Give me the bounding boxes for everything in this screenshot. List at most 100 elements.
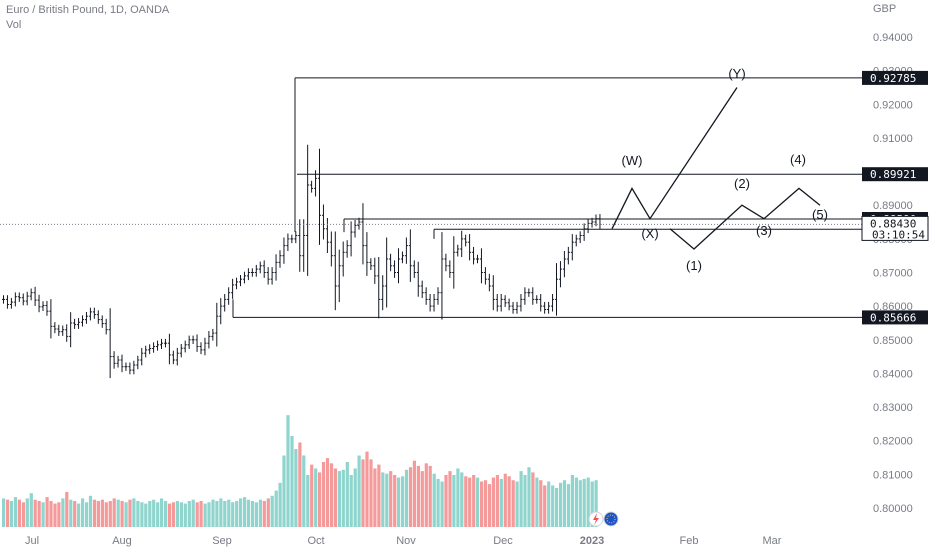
volume-bar bbox=[203, 503, 207, 527]
volume-bar bbox=[314, 468, 318, 527]
volume-bar bbox=[13, 497, 18, 527]
y-tick-label: 0.80000 bbox=[873, 503, 913, 515]
volume-bar bbox=[199, 501, 203, 527]
volume-bar bbox=[120, 501, 124, 527]
current-price-label: 0.88430 bbox=[870, 217, 916, 230]
volume-bar bbox=[282, 455, 286, 527]
volume-bar bbox=[235, 501, 239, 527]
volume-bar bbox=[476, 477, 480, 527]
volume-bar bbox=[187, 501, 191, 527]
volume-bar bbox=[108, 501, 112, 527]
price-bars bbox=[2, 144, 602, 379]
price-tag bbox=[862, 310, 928, 325]
price-tag-label: 0.85666 bbox=[870, 311, 916, 324]
volume-bar bbox=[33, 499, 37, 527]
y-tick-label: 0.84000 bbox=[873, 368, 913, 380]
volume-bar bbox=[88, 495, 93, 527]
volume-bar bbox=[278, 482, 282, 527]
wave-label: (X) bbox=[641, 226, 658, 241]
volume-bar bbox=[460, 472, 464, 527]
volume-bar bbox=[345, 462, 349, 527]
volume-bar bbox=[152, 499, 156, 527]
volume-bar bbox=[254, 502, 258, 527]
volume-bar bbox=[401, 476, 405, 527]
x-tick-label: Feb bbox=[680, 535, 699, 547]
volume-bar bbox=[250, 501, 255, 527]
volume-bar bbox=[329, 463, 334, 527]
volume-bar bbox=[262, 501, 266, 527]
volume-bar bbox=[112, 498, 116, 527]
volume-bar bbox=[408, 467, 413, 527]
volume-bar bbox=[448, 471, 452, 527]
wave-label: (Y) bbox=[728, 66, 745, 81]
x-tick-label: Jul bbox=[25, 535, 39, 547]
volume-bar bbox=[258, 499, 262, 527]
volume-bar bbox=[397, 477, 401, 527]
y-tick-label: 0.87000 bbox=[873, 268, 913, 280]
volume-bar bbox=[547, 481, 551, 527]
drawings: (W) (X) (Y) (1) (2) (3) (4) (5) bbox=[0, 66, 862, 318]
volume-bar bbox=[570, 475, 574, 527]
volume-bar bbox=[136, 501, 140, 527]
volume-bar bbox=[531, 472, 535, 527]
volume-bar bbox=[215, 501, 219, 527]
volume-bar bbox=[582, 478, 586, 527]
volume-bar bbox=[377, 464, 381, 527]
volume-bar bbox=[92, 499, 97, 527]
volume-bar bbox=[318, 472, 322, 527]
volume-bar bbox=[369, 459, 373, 527]
volume-bar bbox=[523, 475, 527, 527]
volume-bar bbox=[294, 449, 298, 527]
volume-bar bbox=[365, 451, 369, 527]
volume-bar bbox=[243, 497, 247, 527]
volume-bar bbox=[81, 498, 85, 527]
volume-bar bbox=[6, 499, 10, 527]
volume-bar bbox=[45, 497, 49, 527]
volume-bar bbox=[274, 490, 278, 527]
volume-bar bbox=[472, 475, 476, 527]
volume-bar bbox=[21, 502, 25, 527]
volume-bar bbox=[65, 491, 69, 527]
x-tick-label: Dec bbox=[493, 535, 513, 547]
volume-bar bbox=[191, 499, 195, 527]
wave-label: (4) bbox=[790, 152, 806, 167]
symbol-title: Euro / British Pound, 1D, OANDA bbox=[6, 4, 170, 16]
volume-bar bbox=[559, 482, 563, 527]
volume-bar bbox=[9, 501, 14, 527]
volume-bar bbox=[562, 480, 567, 527]
volume-bar bbox=[420, 471, 424, 527]
volume-bar bbox=[53, 503, 57, 527]
volume-bar bbox=[231, 502, 235, 527]
y-tick-label: 0.81000 bbox=[873, 469, 913, 481]
volume-bar bbox=[483, 480, 488, 527]
volume-bar bbox=[25, 498, 29, 527]
volume-bar bbox=[246, 499, 251, 527]
x-tick-label: Mar bbox=[763, 535, 782, 547]
volume-bar bbox=[148, 501, 152, 527]
volume-bar bbox=[73, 501, 77, 527]
volume-bar bbox=[341, 469, 345, 527]
lightning-icon[interactable] bbox=[588, 511, 604, 527]
volume-bar bbox=[183, 503, 187, 527]
volume-bar bbox=[381, 472, 385, 527]
volume-bar bbox=[444, 475, 448, 527]
wxy-wave-path bbox=[611, 87, 738, 230]
volume-bar bbox=[499, 478, 503, 527]
y-tick-label: 0.85000 bbox=[873, 335, 913, 347]
eu-flag-icon[interactable] bbox=[603, 511, 619, 527]
y-tick-label: 0.89000 bbox=[873, 200, 913, 212]
x-tick-label: Sep bbox=[212, 535, 232, 547]
volume-bar bbox=[227, 499, 231, 527]
volume-bar bbox=[361, 459, 365, 527]
volume-bar bbox=[428, 465, 432, 527]
volume-bar bbox=[495, 475, 499, 527]
countdown-timer: 03:10:54 bbox=[872, 228, 925, 241]
volume-bar bbox=[290, 436, 294, 527]
volume-bar bbox=[156, 502, 160, 527]
volume-bar bbox=[223, 501, 227, 527]
volume-bar bbox=[393, 475, 397, 527]
volume-bar bbox=[543, 485, 547, 527]
x-tick-label: Oct bbox=[307, 535, 324, 547]
volume-bar bbox=[57, 502, 61, 527]
